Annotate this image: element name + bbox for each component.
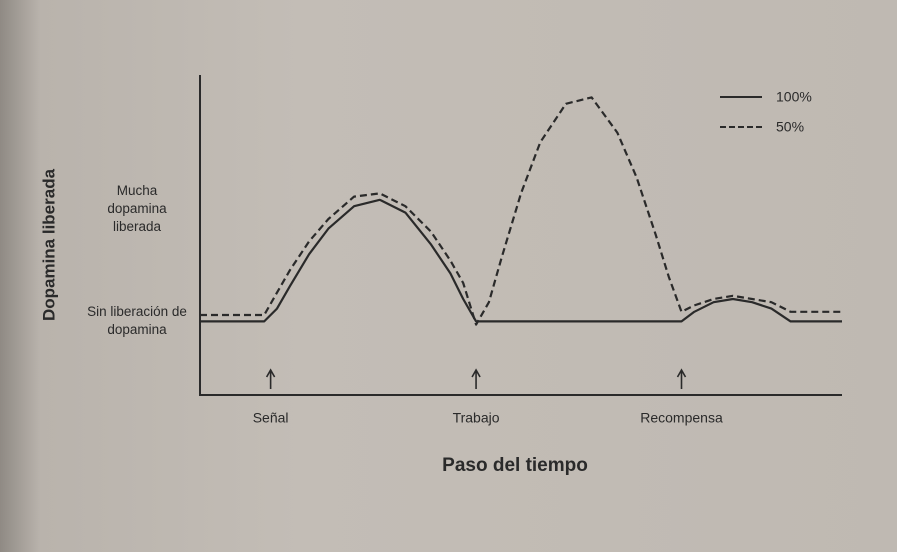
x-tick-arrow: [471, 368, 481, 389]
x-tick-arrow: [265, 368, 276, 389]
x-axis-title: Paso del tiempo: [442, 455, 588, 476]
y-axis-title: Dopamina liberada: [39, 168, 58, 321]
line-series: [200, 198, 842, 323]
legend-label: 100%: [776, 89, 812, 105]
x-tick-label: Señal: [253, 410, 289, 426]
line-series: [200, 96, 842, 326]
y-tick-label: Sin liberación de dopamina: [87, 304, 187, 338]
legend-label: 50%: [776, 119, 804, 135]
x-tick-label: Trabajo: [453, 410, 500, 426]
y-tick-label: Mucha dopamina liberada: [107, 183, 167, 235]
x-tick-label: Recompensa: [640, 410, 723, 426]
x-tick-arrow: [676, 368, 687, 389]
